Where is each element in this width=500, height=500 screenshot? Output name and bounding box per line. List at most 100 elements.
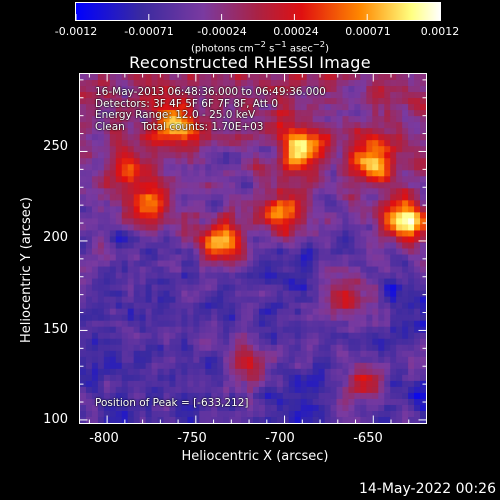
heatmap-cell xyxy=(91,272,99,280)
heatmap-cell xyxy=(378,314,385,322)
heatmap-cell xyxy=(354,302,361,310)
heatmap-cell xyxy=(420,110,427,117)
heatmap-cell xyxy=(300,404,308,412)
heatmap-cell xyxy=(163,152,171,159)
heatmap-cell xyxy=(175,212,183,220)
heatmap-cell xyxy=(366,260,373,268)
heatmap-cell xyxy=(396,200,403,207)
heatmap-cell xyxy=(258,224,266,232)
heatmap-cell xyxy=(115,74,123,81)
heatmap-cell xyxy=(127,284,135,292)
heatmap-cell xyxy=(336,332,344,340)
heatmap-cell xyxy=(127,224,135,232)
heatmap-cell xyxy=(324,158,332,165)
heatmap-cell xyxy=(366,284,373,292)
heatmap-cell xyxy=(217,218,224,226)
heatmap-cell xyxy=(91,386,99,394)
heatmap-cell xyxy=(306,170,314,177)
heatmap-cell xyxy=(133,242,141,250)
heatmap-cell xyxy=(396,410,403,418)
y-axis-label: Heliocentric Y (arcsec) xyxy=(19,197,34,343)
heatmap-cell xyxy=(372,230,379,238)
heatmap-cell xyxy=(109,206,117,213)
heatmap-cell xyxy=(264,272,272,280)
heatmap-cell xyxy=(288,230,296,238)
heatmap-cell xyxy=(127,218,135,226)
heatmap-cell xyxy=(414,80,421,87)
heatmap-cell xyxy=(366,302,373,310)
heatmap-cell xyxy=(241,416,248,424)
heatmap-cell xyxy=(270,416,278,424)
heatmap-cell xyxy=(390,74,397,81)
heatmap-cell xyxy=(384,122,391,129)
heatmap-cell xyxy=(372,302,379,310)
heatmap-cell xyxy=(121,332,129,340)
heatmap-cell xyxy=(193,398,200,406)
heatmap-cell xyxy=(223,134,230,141)
heatmap-cell xyxy=(348,326,356,334)
heatmap-cell xyxy=(241,152,248,159)
heatmap-cell xyxy=(330,368,338,376)
heatmap-cell xyxy=(390,248,397,256)
heatmap-cell xyxy=(235,338,242,346)
heatmap-cell xyxy=(276,386,284,394)
heatmap-cell xyxy=(336,398,344,406)
heatmap-cell xyxy=(139,260,147,268)
heatmap-cell xyxy=(229,260,236,268)
heatmap-cell xyxy=(145,230,153,238)
heatmap-cell xyxy=(384,272,391,280)
heatmap-cell xyxy=(276,110,284,117)
heatmap-cell xyxy=(318,116,326,123)
heatmap-cell xyxy=(145,98,153,105)
heatmap-cell xyxy=(264,350,272,358)
heatmap-cell xyxy=(235,164,242,171)
heatmap-cell xyxy=(199,170,206,177)
heatmap-cell xyxy=(402,86,409,93)
heatmap-cell xyxy=(80,296,87,304)
heatmap-cell xyxy=(402,350,409,358)
heatmap-cell xyxy=(211,374,218,382)
heatmap-cell xyxy=(270,308,278,316)
heatmap-cell xyxy=(384,278,391,286)
heatmap-cell xyxy=(360,392,367,400)
heatmap-cell xyxy=(354,242,361,250)
heatmap-cell xyxy=(258,110,266,117)
heatmap-cell xyxy=(282,122,290,129)
heatmap-cell xyxy=(360,182,367,189)
heatmap-cell xyxy=(193,242,200,250)
heatmap-cell xyxy=(420,74,427,81)
heatmap-cell xyxy=(372,92,379,99)
heatmap-cell xyxy=(103,182,111,189)
heatmap-cell xyxy=(348,380,356,388)
heatmap-cell xyxy=(366,362,373,370)
heatmap-cell xyxy=(85,308,93,316)
heatmap-cell xyxy=(414,416,421,424)
heatmap-cell xyxy=(396,104,403,111)
heatmap-cell xyxy=(330,98,338,105)
heatmap-cell xyxy=(145,80,153,87)
heatmap-cell xyxy=(312,284,320,292)
heatmap-cell xyxy=(229,302,236,310)
heatmap-cell xyxy=(276,350,284,358)
heatmap-cell xyxy=(306,176,314,183)
heatmap-cell xyxy=(145,242,153,250)
heatmap-cell xyxy=(282,272,290,280)
heatmap-cell xyxy=(276,284,284,292)
heatmap-cell xyxy=(139,410,147,418)
heatmap-cell xyxy=(384,380,391,388)
heatmap-cell xyxy=(175,92,183,99)
heatmap-cell xyxy=(253,242,260,250)
heatmap-cell xyxy=(163,284,171,292)
heatmap-cell xyxy=(408,320,415,328)
heatmap-cell xyxy=(247,86,254,93)
heatmap-cell xyxy=(384,374,391,382)
heatmap-cell xyxy=(312,242,320,250)
heatmap-cell xyxy=(253,260,260,268)
heatmap-cell xyxy=(366,92,373,99)
heatmap-cell xyxy=(217,98,224,105)
heatmap-cell xyxy=(330,146,338,153)
heatmap-cell xyxy=(396,374,403,382)
heatmap-cell xyxy=(360,128,367,135)
heatmap-cell xyxy=(193,224,200,232)
heatmap-cell xyxy=(211,182,218,189)
